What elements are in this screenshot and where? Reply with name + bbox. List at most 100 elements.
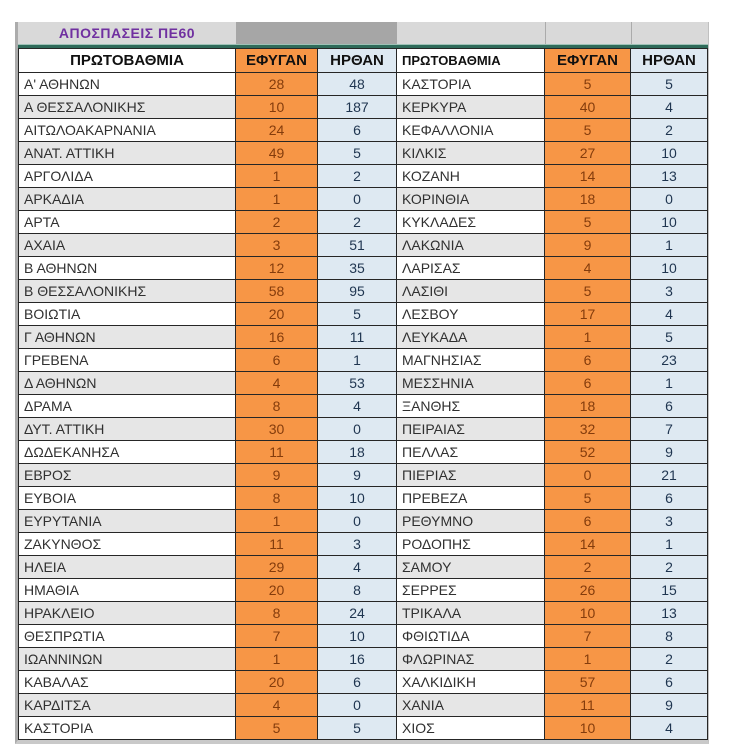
arrived-cell: 1 <box>631 234 708 257</box>
table-row: Δ ΑΘΗΝΩΝ 4 53 ΜΕΣΣΗΝΙΑ 6 1 <box>18 372 708 395</box>
region-cell: ΛΑΚΩΝΙΑ <box>397 234 545 257</box>
departed-cell: 5 <box>545 211 631 234</box>
region-cell: ΘΕΣΠΡΩΤΙΑ <box>18 625 236 648</box>
arrived-cell: 1 <box>318 349 397 372</box>
departed-cell: 10 <box>545 602 631 625</box>
table-row: ΔΥΤ. ΑΤΤΙΚΗ 30 0 ΠΕΙΡΑΙΑΣ 32 7 <box>18 418 708 441</box>
region-cell: ΜΑΓΝΗΣΙΑΣ <box>397 349 545 372</box>
region-cell: ΤΡΙΚΑΛΑ <box>397 602 545 625</box>
departed-cell: 6 <box>236 349 318 372</box>
arrived-cell: 9 <box>318 464 397 487</box>
table-row: ΔΩΔΕΚΑΝΗΣΑ 11 18 ΠΕΛΛΑΣ 52 9 <box>18 441 708 464</box>
arrived-cell: 2 <box>318 211 397 234</box>
departed-cell: 5 <box>236 717 318 740</box>
arrived-cell: 18 <box>318 441 397 464</box>
departed-cell: 4 <box>236 694 318 717</box>
table-row: ΗΜΑΘΙΑ 20 8 ΣΕΡΡΕΣ 26 15 <box>18 579 708 602</box>
table-row: ΑΡΚΑΔΙΑ 1 0 ΚΟΡΙΝΘΙΑ 18 0 <box>18 188 708 211</box>
departed-cell: 2 <box>545 556 631 579</box>
arrived-cell: 24 <box>318 602 397 625</box>
departed-cell: 57 <box>545 671 631 694</box>
column-header-arrived-left: ΗΡΘΑΝ <box>318 48 397 73</box>
arrived-cell: 10 <box>318 487 397 510</box>
region-cell: ΦΛΩΡΙΝΑΣ <box>397 648 545 671</box>
table-row: ΕΥΡΥΤΑΝΙΑ 1 0 ΡΕΘΥΜΝΟ 6 3 <box>18 510 708 533</box>
region-cell: ΚΟΖΑΝΗ <box>397 165 545 188</box>
arrived-cell: 8 <box>318 579 397 602</box>
departed-cell: 26 <box>545 579 631 602</box>
arrived-cell: 4 <box>318 395 397 418</box>
departed-cell: 9 <box>236 464 318 487</box>
region-cell: ΔΡΑΜΑ <box>18 395 236 418</box>
region-cell: ΦΘΙΩΤΙΔΑ <box>397 625 545 648</box>
departed-cell: 18 <box>545 188 631 211</box>
departed-cell: 20 <box>236 671 318 694</box>
departed-cell: 12 <box>236 257 318 280</box>
region-cell: ΛΑΡΙΣΑΣ <box>397 257 545 280</box>
arrived-cell: 10 <box>318 625 397 648</box>
departed-cell: 5 <box>545 119 631 142</box>
departed-cell: 27 <box>545 142 631 165</box>
title-strip: ΑΠΟΣΠΑΣΕΙΣ ΠΕ60 <box>18 22 708 44</box>
region-cell: ΑΝΑΤ. ΑΤΤΙΚΗ <box>18 142 236 165</box>
arrived-cell: 0 <box>318 188 397 211</box>
departed-cell: 8 <box>236 602 318 625</box>
departed-cell: 3 <box>236 234 318 257</box>
arrived-cell: 3 <box>318 533 397 556</box>
departed-cell: 52 <box>545 441 631 464</box>
table-row: Β ΘΕΣΣΑΛΟΝΙΚΗΣ 58 95 ΛΑΣΙΘΙ 5 3 <box>18 280 708 303</box>
region-cell: Γ ΑΘΗΝΩΝ <box>18 326 236 349</box>
arrived-cell: 0 <box>318 418 397 441</box>
arrived-cell: 6 <box>631 395 708 418</box>
secondments-table: ΑΠΟΣΠΑΣΕΙΣ ΠΕ60 ΠΡΩΤΟΒΑΘΜΙΑ ΕΦΥΓΑΝ ΗΡΘΑΝ… <box>15 22 709 744</box>
departed-cell: 20 <box>236 303 318 326</box>
departed-cell: 16 <box>236 326 318 349</box>
departed-cell: 7 <box>545 625 631 648</box>
arrived-cell: 23 <box>631 349 708 372</box>
table-row: ΑΧΑΙΑ 3 51 ΛΑΚΩΝΙΑ 9 1 <box>18 234 708 257</box>
table-row: ΕΥΒΟΙΑ 8 10 ΠΡΕΒΕΖΑ 5 6 <box>18 487 708 510</box>
region-cell: ΗΜΑΘΙΑ <box>18 579 236 602</box>
arrived-cell: 8 <box>631 625 708 648</box>
region-cell: ΚΙΛΚΙΣ <box>397 142 545 165</box>
departed-cell: 1 <box>545 326 631 349</box>
region-cell: ΑΡΓΟΛΙΔΑ <box>18 165 236 188</box>
departed-cell: 10 <box>545 717 631 740</box>
region-cell: ΔΩΔΕΚΑΝΗΣΑ <box>18 441 236 464</box>
arrived-cell: 11 <box>318 326 397 349</box>
departed-cell: 1 <box>545 648 631 671</box>
region-cell: Β ΘΕΣΣΑΛΟΝΙΚΗΣ <box>18 280 236 303</box>
table-row: ΓΡΕΒΕΝΑ 6 1 ΜΑΓΝΗΣΙΑΣ 6 23 <box>18 349 708 372</box>
region-cell: Α' ΑΘΗΝΩΝ <box>18 73 236 96</box>
arrived-cell: 0 <box>318 510 397 533</box>
region-cell: ΑΙΤΩΛΟΑΚΑΡΝΑΝΙΑ <box>18 119 236 142</box>
departed-cell: 28 <box>236 73 318 96</box>
arrived-cell: 16 <box>318 648 397 671</box>
arrived-cell: 7 <box>631 418 708 441</box>
arrived-cell: 5 <box>631 73 708 96</box>
region-cell: Α ΘΕΣΣΑΛΟΝΙΚΗΣ <box>18 96 236 119</box>
table-row: ΚΑΒΑΛΑΣ 20 6 ΧΑΛΚΙΔΙΚΗ 57 6 <box>18 671 708 694</box>
departed-cell: 32 <box>545 418 631 441</box>
departed-cell: 5 <box>545 487 631 510</box>
region-cell: ΙΩΑΝΝΙΝΩΝ <box>18 648 236 671</box>
departed-cell: 14 <box>545 165 631 188</box>
arrived-cell: 6 <box>631 487 708 510</box>
region-cell: Β ΑΘΗΝΩΝ <box>18 257 236 280</box>
arrived-cell: 6 <box>631 671 708 694</box>
departed-cell: 4 <box>236 372 318 395</box>
table-row: ΑΡΓΟΛΙΔΑ 1 2 ΚΟΖΑΝΗ 14 13 <box>18 165 708 188</box>
departed-cell: 8 <box>236 395 318 418</box>
table-row: Γ ΑΘΗΝΩΝ 16 11 ΛΕΥΚΑΔΑ 1 5 <box>18 326 708 349</box>
region-cell: ΧΑΛΚΙΔΙΚΗ <box>397 671 545 694</box>
region-cell: ΠΡΕΒΕΖΑ <box>397 487 545 510</box>
arrived-cell: 4 <box>318 556 397 579</box>
region-cell: ΕΒΡΟΣ <box>18 464 236 487</box>
arrived-cell: 2 <box>318 165 397 188</box>
region-cell: ΕΥΡΥΤΑΝΙΑ <box>18 510 236 533</box>
region-cell: ΠΕΙΡΑΙΑΣ <box>397 418 545 441</box>
departed-cell: 11 <box>236 533 318 556</box>
table-body: Α' ΑΘΗΝΩΝ 28 48 ΚΑΣΤΟΡΙΑ 5 5 Α ΘΕΣΣΑΛΟΝΙ… <box>18 73 708 740</box>
region-cell: ΠΕΛΛΑΣ <box>397 441 545 464</box>
page-title: ΑΠΟΣΠΑΣΕΙΣ ΠΕ60 <box>18 22 236 44</box>
